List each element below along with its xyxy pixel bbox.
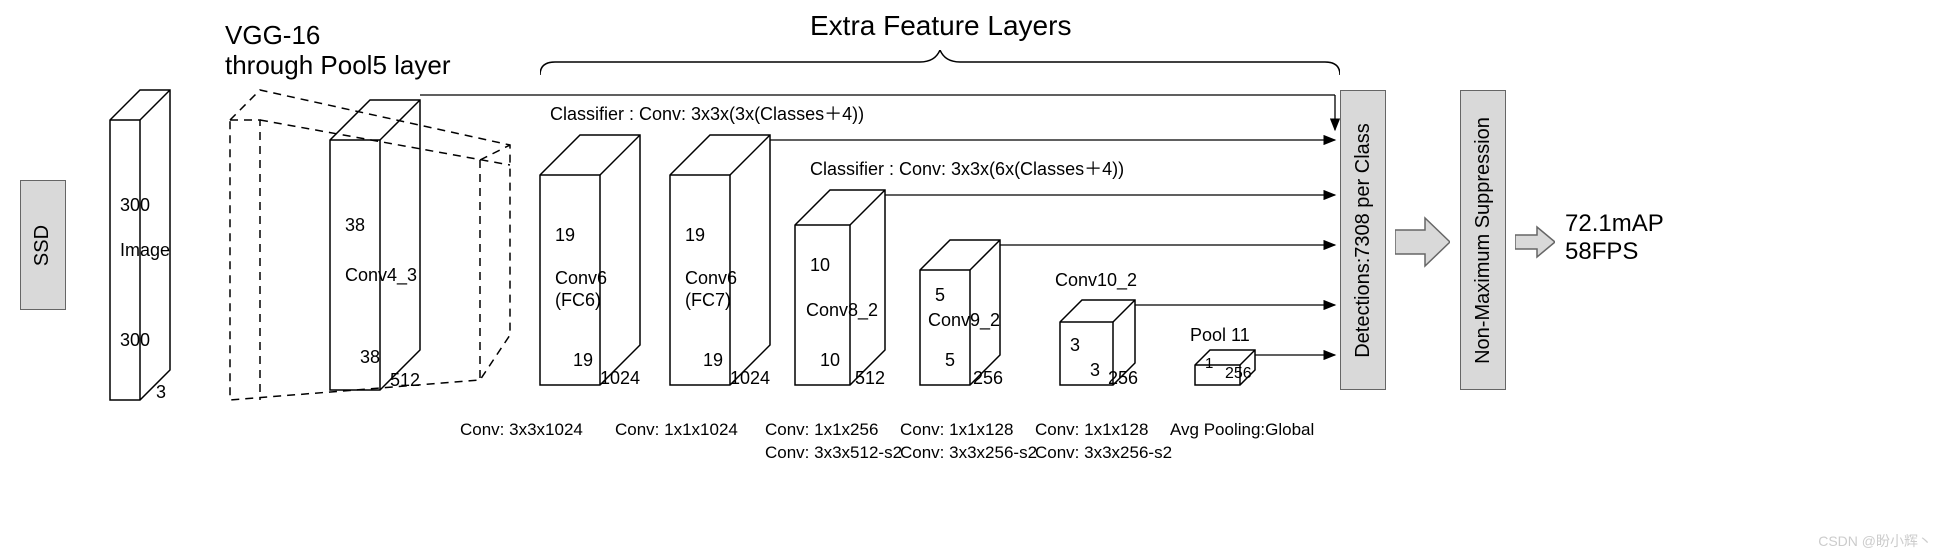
conv6-fc7-w: 19 — [703, 350, 723, 371]
conv6-fc7-h: 19 — [685, 225, 705, 246]
conv4-3-h: 38 — [345, 215, 365, 236]
conv6-fc7-sub: (FC7) — [685, 290, 731, 311]
detections-label: Detections:7308 per Class — [1352, 123, 1375, 358]
big-arrow-icon — [1395, 215, 1450, 270]
conv8-2-below2: Conv: 3x3x512-s2 — [765, 443, 902, 463]
conv4-3-d: 512 — [390, 370, 420, 391]
result-fps: 58FPS — [1565, 238, 1638, 266]
conv9-2-below2: Conv: 3x3x256-s2 — [900, 443, 1037, 463]
image-d: 3 — [156, 382, 166, 403]
conv9-2-d: 256 — [973, 368, 1003, 389]
conv6-fc7-name: Conv6 — [685, 268, 737, 289]
conv10-2-below1: Conv: 1x1x128 — [1035, 420, 1148, 440]
conv8-2-below1: Conv: 1x1x256 — [765, 420, 878, 440]
conv8-2-w: 10 — [820, 350, 840, 371]
conv10-2-name: Conv10_2 — [1055, 270, 1137, 291]
nms-bar: Non-Maximum Suppression — [1460, 90, 1506, 390]
ssd-label: SSD — [32, 224, 55, 265]
classifier2-label: Classifier : Conv: 3x3x(6x(Classes＋4)) — [810, 155, 1124, 181]
image-h: 300 — [120, 195, 150, 216]
detections-bar: Detections:7308 per Class — [1340, 90, 1386, 390]
conv10-2-below2: Conv: 3x3x256-s2 — [1035, 443, 1172, 463]
image-w: 300 — [120, 330, 150, 351]
conv10-2-h: 3 — [1070, 335, 1080, 356]
conv4-3-cube — [330, 90, 440, 400]
brace-icon — [540, 50, 1340, 80]
classifier1-label: Classifier : Conv: 3x3x(3x(Classes＋4)) — [550, 100, 864, 126]
pool11-h: 1 — [1205, 355, 1213, 372]
conv6-fc6-below: Conv: 3x3x1024 — [460, 420, 583, 440]
conv4-3-name: Conv4_3 — [345, 265, 417, 286]
conv4-3-w: 38 — [360, 347, 380, 368]
nms-label: Non-Maximum Suppression — [1472, 117, 1495, 364]
conv6-fc6-d: 1024 — [600, 368, 640, 389]
conv8-2-name: Conv8_2 — [806, 300, 878, 321]
vgg-title: VGG-16 — [225, 20, 320, 51]
conv6-fc7-below: Conv: 1x1x1024 — [615, 420, 738, 440]
conv8-2-h: 10 — [810, 255, 830, 276]
extra-title: Extra Feature Layers — [810, 10, 1071, 42]
conv6-fc7-d: 1024 — [730, 368, 770, 389]
conv9-2-name: Conv9_2 — [928, 310, 1000, 331]
conv10-2-d: 256 — [1108, 368, 1138, 389]
watermark: CSDN @盼小辉丶 — [1818, 531, 1932, 551]
image-label: Image — [120, 240, 170, 261]
conv6-fc6-name: Conv6 — [555, 268, 607, 289]
pool11-name: Pool 11 — [1190, 325, 1250, 346]
conv6-fc6-sub: (FC6) — [555, 290, 601, 311]
conv9-2-below1: Conv: 1x1x128 — [900, 420, 1013, 440]
output-arrow-icon — [1515, 225, 1555, 260]
pool11-d: 256 — [1225, 365, 1252, 383]
pool11-below: Avg Pooling:Global — [1170, 420, 1314, 440]
conv8-2-d: 512 — [855, 368, 885, 389]
ssd-bar: SSD — [20, 180, 66, 310]
conv10-2-w: 3 — [1090, 360, 1100, 381]
conv9-2-w: 5 — [945, 350, 955, 371]
conv9-2-h: 5 — [935, 285, 945, 306]
conv6-fc6-w: 19 — [573, 350, 593, 371]
conv6-fc6-h: 19 — [555, 225, 575, 246]
result-map: 72.1mAP — [1565, 210, 1664, 238]
vgg-subtitle: through Pool5 layer — [225, 50, 450, 81]
